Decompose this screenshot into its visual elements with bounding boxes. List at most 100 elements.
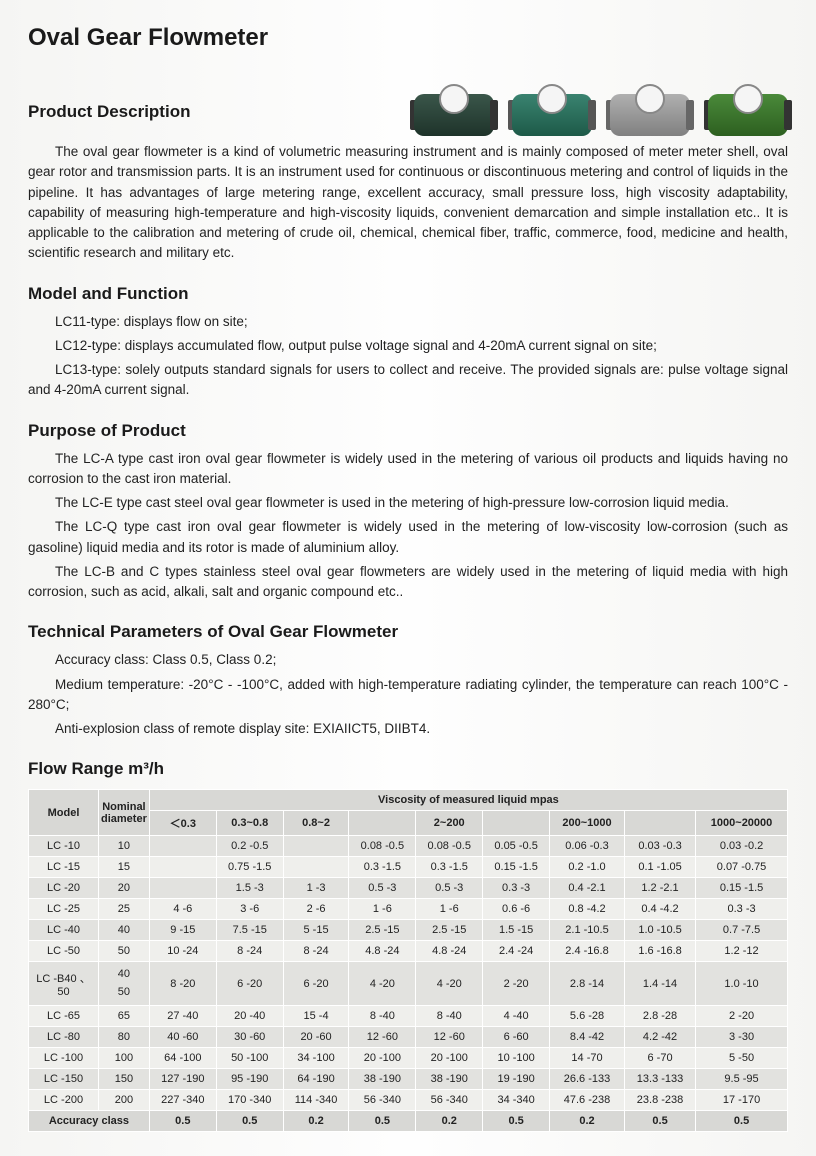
table-row: LC -B40 、 5040508 -206 -206 -204 -204 -2… bbox=[29, 962, 788, 1006]
tech-params-heading: Technical Parameters of Oval Gear Flowme… bbox=[28, 622, 788, 642]
table-row: LC -10100.2 -0.50.08 -0.50.08 -0.50.05 -… bbox=[29, 836, 788, 857]
cell-value: 2.4 -16.8 bbox=[550, 941, 625, 962]
accuracy-label: Accuracy class bbox=[29, 1111, 150, 1132]
cell-value: 227 -340 bbox=[149, 1090, 216, 1111]
cell-value: 4.8 -24 bbox=[349, 941, 416, 962]
cell-value: 2.5 -15 bbox=[349, 920, 416, 941]
cell-value: 20 -60 bbox=[283, 1027, 349, 1048]
purpose-para-3: The LC-Q type cast iron oval gear flowme… bbox=[28, 517, 788, 558]
product-images bbox=[414, 82, 788, 142]
flowmeter-image-4 bbox=[708, 82, 788, 142]
product-description-text: The oval gear flowmeter is a kind of vol… bbox=[28, 142, 788, 264]
cell-value: 1.0 -10.5 bbox=[624, 920, 695, 941]
cell-model: LC -100 bbox=[29, 1048, 99, 1069]
cell-value: 1 -6 bbox=[416, 899, 483, 920]
cell-diameter: 40 bbox=[99, 920, 150, 941]
cell-value: 0.5 -3 bbox=[349, 878, 416, 899]
cell-value: 5 -15 bbox=[283, 920, 349, 941]
purpose-para-2: The LC-E type cast steel oval gear flowm… bbox=[28, 493, 788, 513]
cell-value: 0.3 -3 bbox=[483, 878, 550, 899]
cell-value: 1.2 -2.1 bbox=[624, 878, 695, 899]
cell-value: 4 -20 bbox=[416, 962, 483, 1006]
cell-value: 2 -20 bbox=[696, 1006, 788, 1027]
cell-model: LC -20 bbox=[29, 878, 99, 899]
product-description-heading: Product Description bbox=[28, 102, 402, 122]
th-visc-col: ＜0.3 bbox=[149, 811, 216, 836]
cell-value: 15 -4 bbox=[283, 1006, 349, 1027]
table-row: LC -10010064 -10050 -10034 -10020 -10020… bbox=[29, 1048, 788, 1069]
cell-value: 4.2 -42 bbox=[624, 1027, 695, 1048]
th-model: Model bbox=[29, 790, 99, 836]
cell-value: 8 -20 bbox=[149, 962, 216, 1006]
cell-value: 12 -60 bbox=[416, 1027, 483, 1048]
cell-value: 95 -190 bbox=[216, 1069, 283, 1090]
cell-value bbox=[283, 836, 349, 857]
table-row: LC -40409 -157.5 -155 -152.5 -152.5 -151… bbox=[29, 920, 788, 941]
cell-value: 170 -340 bbox=[216, 1090, 283, 1111]
cell-value: 56 -340 bbox=[416, 1090, 483, 1111]
cell-value: 9.5 -95 bbox=[696, 1069, 788, 1090]
cell-value: 0.05 -0.5 bbox=[483, 836, 550, 857]
purpose-para-1: The LC-A type cast iron oval gear flowme… bbox=[28, 449, 788, 490]
cell-value: 0.08 -0.5 bbox=[349, 836, 416, 857]
cell-value: 9 -15 bbox=[149, 920, 216, 941]
cell-value: 40 -60 bbox=[149, 1027, 216, 1048]
th-visc-col bbox=[483, 811, 550, 836]
cell-value: 0.8 -4.2 bbox=[550, 899, 625, 920]
table-row: LC -200200227 -340170 -340114 -34056 -34… bbox=[29, 1090, 788, 1111]
cell-value: 64 -190 bbox=[283, 1069, 349, 1090]
cell-value: 0.03 -0.2 bbox=[696, 836, 788, 857]
cell-value: 1.2 -12 bbox=[696, 941, 788, 962]
cell-value: 8 -40 bbox=[416, 1006, 483, 1027]
cell-value: 0.3 -1.5 bbox=[416, 857, 483, 878]
cell-value: 0.4 -2.1 bbox=[550, 878, 625, 899]
accuracy-value: 0.5 bbox=[349, 1111, 416, 1132]
flow-range-heading: Flow Range m³/h bbox=[28, 759, 788, 779]
cell-value: 0.2 -0.5 bbox=[216, 836, 283, 857]
cell-diameter: 25 bbox=[99, 899, 150, 920]
cell-value: 5.6 -28 bbox=[550, 1006, 625, 1027]
tech-params-line-2: Medium temperature: -20°C - -100°C, adde… bbox=[28, 675, 788, 716]
cell-value: 2.1 -10.5 bbox=[550, 920, 625, 941]
cell-value: 8 -24 bbox=[283, 941, 349, 962]
cell-value: 3 -6 bbox=[216, 899, 283, 920]
cell-diameter: 200 bbox=[99, 1090, 150, 1111]
cell-diameter: 20 bbox=[99, 878, 150, 899]
cell-value: 64 -100 bbox=[149, 1048, 216, 1069]
cell-value: 1 -6 bbox=[349, 899, 416, 920]
cell-value: 50 -100 bbox=[216, 1048, 283, 1069]
cell-value: 10 -24 bbox=[149, 941, 216, 962]
cell-value: 23.8 -238 bbox=[624, 1090, 695, 1111]
cell-model: LC -150 bbox=[29, 1069, 99, 1090]
th-visc-col: 0.3~0.8 bbox=[216, 811, 283, 836]
cell-value: 2.8 -14 bbox=[550, 962, 625, 1006]
accuracy-value: 0.5 bbox=[483, 1111, 550, 1132]
model-function-heading: Model and Function bbox=[28, 284, 788, 304]
flowmeter-image-2 bbox=[512, 82, 592, 142]
model-function-line-2: LC12-type: displays accumulated flow, ou… bbox=[28, 336, 788, 356]
cell-value: 2.5 -15 bbox=[416, 920, 483, 941]
cell-diameter: 10 bbox=[99, 836, 150, 857]
th-diameter: Nominal diameter bbox=[99, 790, 150, 836]
th-visc-col bbox=[349, 811, 416, 836]
accuracy-value: 0.5 bbox=[624, 1111, 695, 1132]
cell-value: 10 -100 bbox=[483, 1048, 550, 1069]
accuracy-value: 0.2 bbox=[416, 1111, 483, 1132]
cell-value: 34 -340 bbox=[483, 1090, 550, 1111]
cell-value: 3 -30 bbox=[696, 1027, 788, 1048]
cell-value: 7.5 -15 bbox=[216, 920, 283, 941]
th-viscosity: Viscosity of measured liquid mpas bbox=[149, 790, 787, 811]
cell-value: 12 -60 bbox=[349, 1027, 416, 1048]
table-row: LC -15150.75 -1.50.3 -1.50.3 -1.50.15 -1… bbox=[29, 857, 788, 878]
cell-value: 20 -100 bbox=[416, 1048, 483, 1069]
cell-value: 0.3 -1.5 bbox=[349, 857, 416, 878]
cell-value: 38 -190 bbox=[416, 1069, 483, 1090]
th-visc-col: 1000~20000 bbox=[696, 811, 788, 836]
cell-diameter: 15 bbox=[99, 857, 150, 878]
cell-value: 0.15 -1.5 bbox=[483, 857, 550, 878]
cell-value bbox=[149, 836, 216, 857]
cell-value: 20 -40 bbox=[216, 1006, 283, 1027]
cell-diameter: 4050 bbox=[99, 962, 150, 1006]
cell-value: 2.4 -24 bbox=[483, 941, 550, 962]
cell-value: 38 -190 bbox=[349, 1069, 416, 1090]
